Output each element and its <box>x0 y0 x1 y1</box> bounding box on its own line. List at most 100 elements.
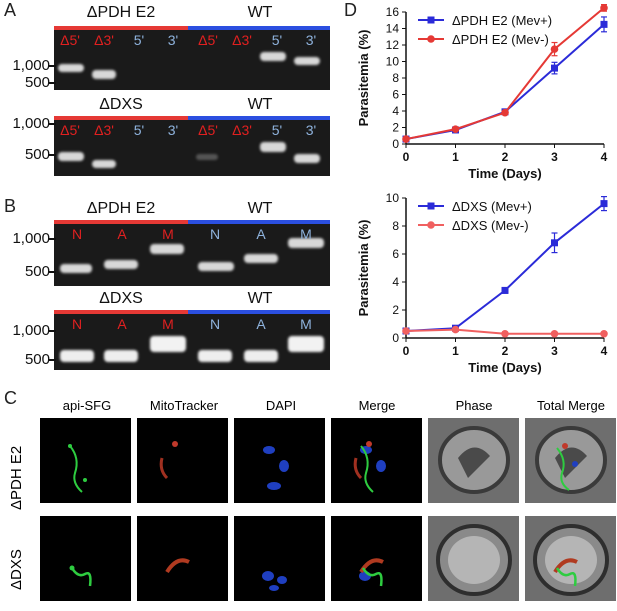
gel-a1-right-title: WT <box>247 4 273 21</box>
gel-a1-lane-3: 5' <box>133 32 145 48</box>
gel-a1-lane-1: Δ5' <box>60 32 80 48</box>
row-label-dxs: ΔDXS <box>8 549 25 590</box>
x-tick-label: 4 <box>601 150 608 164</box>
y-tick-label: 2 <box>392 303 399 317</box>
gel-a1-marker-500: 500 <box>24 74 50 91</box>
gel-a2-right-title: WT <box>247 96 273 113</box>
gel-b2-lane-1: N <box>71 316 83 332</box>
x-tick-label: 3 <box>551 344 558 358</box>
growth-chart-dxs: 0 2 4 6 8 10 0 1 2 3 4 Time (Days) Parasitemia (%) ΔD… <box>356 191 608 375</box>
data-point <box>551 64 558 72</box>
gel-a1-blue-bar <box>188 26 330 30</box>
y-tick-label: 0 <box>392 331 399 345</box>
data-point <box>451 325 460 334</box>
gel-b1-lane-4: N <box>209 226 221 242</box>
legend-label: ΔDXS (Mev+) <box>452 199 532 214</box>
gel-b1-lane-6: M <box>300 226 312 242</box>
gel-a1-red-bar <box>54 26 188 30</box>
img-dxs-dapi <box>234 516 325 601</box>
col-label-api-sfg: api-SFG <box>62 398 112 413</box>
gel-a1-lane-6: Δ3' <box>232 32 252 48</box>
gel-b2-image <box>54 314 330 370</box>
gel-a2-marker-500: 500 <box>24 146 50 163</box>
data-point <box>501 286 509 294</box>
x-tick-label: 4 <box>601 344 608 358</box>
gel-a2-red-bar <box>54 116 188 120</box>
legend-label: ΔDXS (Mev-) <box>452 218 529 233</box>
gel-b1-right-title: WT <box>247 200 273 217</box>
y-axis-label: Parasitemia (%) <box>356 220 371 317</box>
panel-label-c: C <box>4 388 17 408</box>
data-point <box>550 45 559 53</box>
legend-label: ΔPDH E2 (Mev-) <box>452 32 549 47</box>
gel-b2-lane-3: M <box>162 316 174 332</box>
data-point <box>600 20 608 28</box>
data-point <box>550 330 559 338</box>
data-point <box>402 135 410 143</box>
gel-a1-lane-4: 3' <box>167 32 179 48</box>
gel-b2-lane-6: M <box>300 316 312 332</box>
gel-b1-left-title: ΔPDH E2 <box>86 200 156 217</box>
x-tick-label: 2 <box>502 344 509 358</box>
gel-a1-lane-5: Δ5' <box>198 32 218 48</box>
y-axis-label: Parasitemia (%) <box>356 30 371 127</box>
gel-b1-marker-500: 500 <box>24 263 50 280</box>
panel-label-b: B <box>4 196 17 216</box>
row-label-pdh: ΔPDH E2 <box>8 445 25 510</box>
y-tick-label: 14 <box>386 22 400 36</box>
gel-b2-right-title: WT <box>247 290 273 307</box>
gel-b1-lane-3: M <box>162 226 174 242</box>
img-pdh-merge <box>331 418 422 503</box>
img-pdh-api-sfg <box>40 418 131 503</box>
gel-b1-blue-bar <box>188 220 330 224</box>
img-pdh-phase <box>428 418 519 503</box>
data-point <box>451 125 460 133</box>
x-tick-label: 1 <box>452 150 459 164</box>
y-tick-label: 10 <box>386 191 400 205</box>
gel-a2-lane-7: 5' <box>271 122 283 138</box>
img-dxs-api-sfg <box>40 516 131 601</box>
img-pdh-dapi <box>234 418 325 503</box>
gel-a1-image <box>54 30 330 90</box>
y-tick-label: 2 <box>392 121 399 135</box>
img-pdh-total-merge <box>525 418 616 503</box>
gel-a1-left-title: ΔPDH E2 <box>86 4 156 21</box>
gel-b2-lane-5: A <box>256 316 266 332</box>
col-label-merge: Merge <box>358 398 396 413</box>
col-label-total-merge: Total Merge <box>537 398 605 413</box>
y-tick-label: 8 <box>392 219 399 233</box>
img-dxs-phase <box>428 516 519 601</box>
img-dxs-mitotracker <box>137 516 228 601</box>
y-tick-label: 16 <box>386 5 400 19</box>
data-point <box>402 327 410 335</box>
gel-a1-marker-1000: 1,000 <box>12 57 50 74</box>
gel-a2-image <box>54 120 330 176</box>
img-dxs-merge <box>331 516 422 601</box>
y-tick-label: 4 <box>392 275 399 289</box>
legend-marker <box>427 16 435 24</box>
gel-a2-left-title: ΔDXS <box>99 96 143 113</box>
x-tick-label: 2 <box>502 150 509 164</box>
x-tick-label: 0 <box>403 150 410 164</box>
gel-b1-lane-5: A <box>256 226 266 242</box>
y-tick-label: 6 <box>392 247 399 261</box>
data-point <box>600 4 608 12</box>
img-pdh-mitotracker <box>137 418 228 503</box>
x-axis-label: Time (Days) <box>468 360 541 375</box>
gel-a2-lane-2: Δ3' <box>94 122 114 138</box>
data-point <box>600 200 608 208</box>
y-tick-label: 8 <box>392 71 399 85</box>
legend-label: ΔPDH E2 (Mev+) <box>452 13 552 28</box>
panel-label-a: A <box>4 0 17 20</box>
col-label-mitotracker: MitoTracker <box>149 398 219 413</box>
gel-b1-image <box>54 224 330 286</box>
gel-b2-lane-2: A <box>117 316 127 332</box>
gel-b1-lane-2: A <box>117 226 127 242</box>
y-tick-label: 4 <box>392 104 399 118</box>
legend-marker <box>427 221 435 229</box>
data-point <box>501 330 509 338</box>
y-tick-label: 12 <box>386 38 400 52</box>
data-point <box>600 330 608 338</box>
gel-a2-lane-5: Δ5' <box>198 122 218 138</box>
